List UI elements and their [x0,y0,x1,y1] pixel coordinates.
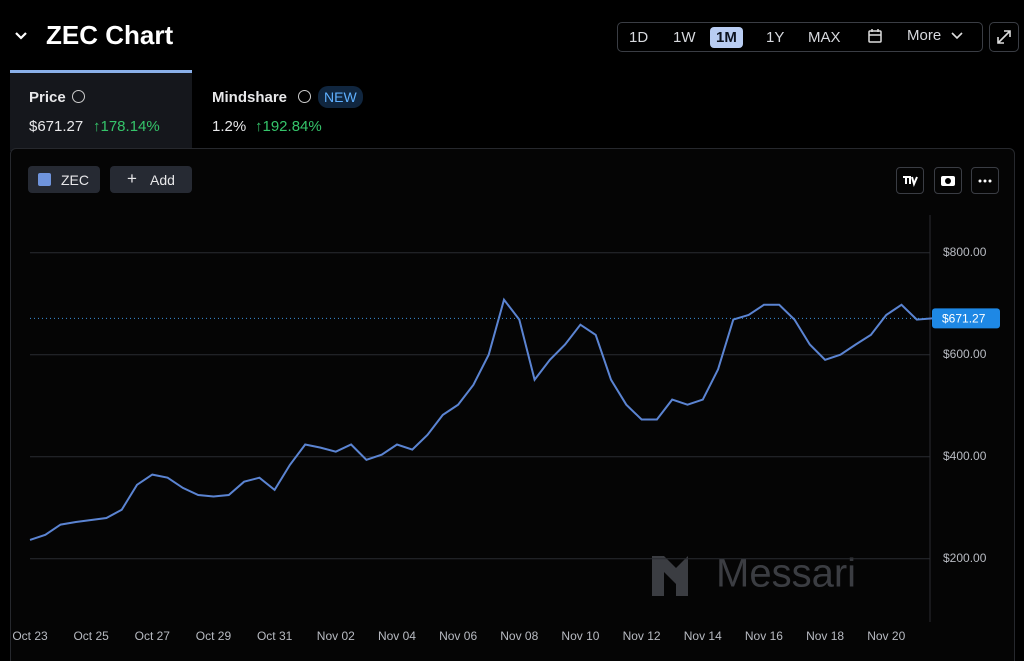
camera-button[interactable] [934,167,962,194]
add-plus: + [127,169,137,188]
series-name: ZEC [61,172,89,188]
range-button[interactable]: 1W [673,29,696,46]
price-tab[interactable] [10,70,192,151]
menu-icon [978,179,992,183]
expand-button[interactable] [989,22,1019,52]
y-tick-label: $800.00 [943,245,987,259]
info-icon [298,90,311,103]
collapse-icon[interactable] [14,30,28,42]
tab-change: ↑178.14% [93,118,160,135]
calendar-icon[interactable] [867,28,883,44]
more-button[interactable]: More [907,27,942,44]
x-tick-label: Nov 10 [561,629,599,643]
x-tick-label: Nov 08 [500,629,538,643]
tab-change: ↑192.84% [255,118,322,135]
y-tick-label: $200.00 [943,551,987,565]
watermark-logo [652,556,688,596]
x-tick-label: Oct 23 [12,629,48,643]
x-tick-label: Nov 16 [745,629,783,643]
x-tick-label: Nov 12 [623,629,661,643]
x-tick-label: Nov 20 [867,629,905,643]
watermark: Messari [716,552,856,596]
menu-button[interactable] [971,167,999,194]
last-price-label: $671.27 [942,312,986,326]
chart-panel [10,148,1015,661]
range-button[interactable]: 1Y [766,29,785,46]
tab-value: $671.27 [29,118,84,135]
tab-label[interactable]: Mindshare [212,89,288,106]
x-tick-label: Nov 02 [317,629,355,643]
page-title: ZEC Chart [46,20,174,50]
tv-button[interactable] [896,167,924,194]
x-tick-label: Oct 31 [257,629,293,643]
y-tick-label: $600.00 [943,347,987,361]
range-button[interactable]: 1M [710,27,743,48]
y-tick-label: $400.00 [943,449,987,463]
camera-icon [941,176,955,186]
x-tick-label: Oct 27 [135,629,171,643]
x-tick-label: Nov 04 [378,629,416,643]
series-swatch [38,173,51,186]
x-tick-label: Oct 25 [73,629,109,643]
new-badge: NEW [318,86,363,108]
x-tick-label: Oct 29 [196,629,232,643]
x-tick-label: Nov 18 [806,629,844,643]
add-button[interactable] [110,166,192,193]
expand-icon [997,30,1011,44]
more-chevron [951,32,963,40]
x-tick-label: Nov 06 [439,629,477,643]
range-bar [617,22,983,52]
tab-label: Price [29,89,66,106]
tv-icon [903,176,918,187]
price-line [29,297,933,541]
x-tick-label: Nov 14 [684,629,722,643]
tab-value: 1.2% [212,118,247,135]
last-price-tag [932,308,1000,329]
info-icon [72,90,85,103]
range-button[interactable]: MAX [808,29,841,46]
range-button[interactable]: 1D [629,29,649,46]
add-label: Add [150,172,175,188]
